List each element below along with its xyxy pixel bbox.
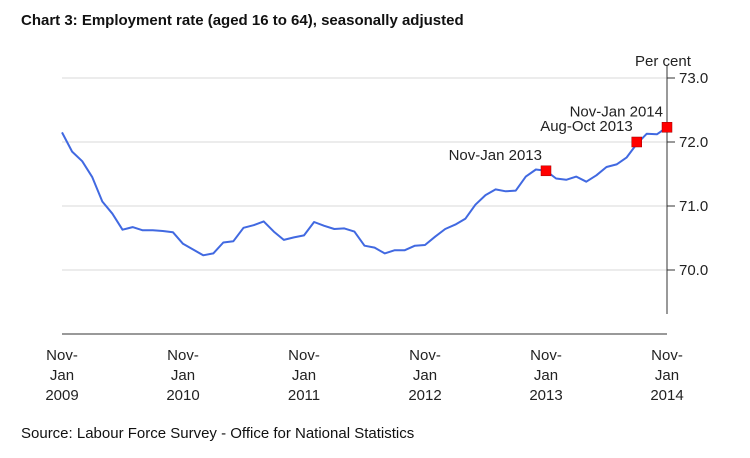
highlight-marker [661, 122, 673, 133]
x-tick-label-line: 2009 [45, 387, 78, 404]
x-tick-label-line: Jan [413, 367, 437, 384]
y-tick-label: 70.0 [679, 262, 708, 279]
highlight-marker [631, 136, 642, 148]
highlight-marker [540, 165, 552, 177]
x-tick-label-line: Nov- [167, 347, 199, 364]
x-tick-label-line: Jan [171, 367, 195, 384]
x-tick-label-line: Nov- [409, 347, 441, 364]
x-tick-label-line: 2011 [288, 387, 320, 404]
x-tick-label: Nov- Jan 2012 [408, 347, 441, 404]
x-tick-label-line: Nov- [46, 347, 78, 364]
x-tick-label-line: Jan [655, 367, 679, 384]
x-tick-label-line: Jan [50, 367, 74, 384]
x-tick-label-line: Jan [292, 367, 316, 384]
source-note: Source: Labour Force Survey - Office for… [21, 425, 415, 442]
x-tick-label: Nov- Jan 2009 [45, 347, 78, 404]
x-tick-label-line: Jan [534, 367, 558, 384]
axes [62, 66, 675, 335]
highlight-label: Nov-Jan 2014 [570, 103, 663, 120]
chart-title: Chart 3: Employment rate (aged 16 to 64)… [21, 12, 464, 29]
x-tick-label: Nov- Jan 2014 [650, 347, 683, 404]
x-tick-label-line: Nov- [651, 347, 683, 364]
highlight-label: Aug-Oct 2013 [540, 118, 633, 135]
y-axis-label: Per cent [635, 53, 692, 70]
x-tick-label: Nov- Jan 2011 [288, 347, 320, 404]
gridlines [62, 77, 667, 271]
y-tick-label: 72.0 [679, 134, 708, 151]
y-tick-labels: 70.0 71.0 72.0 73.0 [679, 70, 708, 279]
highlight-label: Nov-Jan 2013 [449, 147, 542, 164]
y-tick-label: 71.0 [679, 198, 708, 215]
x-tick-label: Nov- Jan 2010 [166, 347, 199, 404]
x-tick-label: Nov- Jan 2013 [529, 347, 562, 404]
x-tick-labels: Nov- Jan 2009 Nov- Jan 2010 Nov- Jan 2011 Nov- Jan… [45, 347, 683, 404]
x-tick-label-line: 2014 [650, 387, 683, 404]
x-tick-label-line: 2010 [166, 387, 199, 404]
y-tick-label: 73.0 [679, 70, 708, 87]
series [61, 126, 668, 257]
x-tick-label-line: 2012 [408, 387, 441, 404]
x-tick-label-line: 2013 [529, 387, 562, 404]
x-tick-label-line: Nov- [530, 347, 562, 364]
series-line [61, 126, 668, 257]
x-tick-label-line: Nov- [288, 347, 320, 364]
